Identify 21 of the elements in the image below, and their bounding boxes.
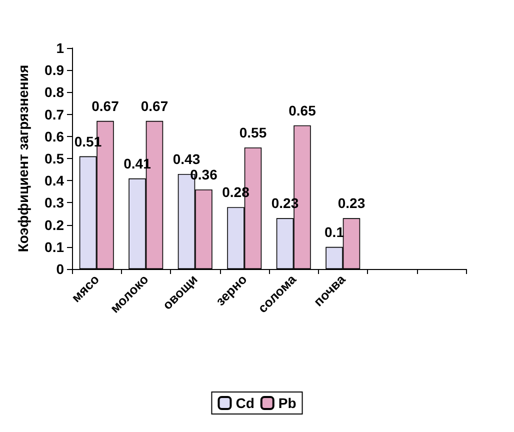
y-tick-label: 0: [56, 261, 64, 277]
data-label: 0.43: [172, 150, 200, 167]
data-label: 0.67: [92, 98, 120, 114]
legend-label: Pb: [278, 395, 296, 411]
y-tick-label: 0.3: [44, 194, 64, 211]
data-label: 0.23: [338, 195, 366, 212]
y-tick-label: 0.1: [44, 238, 64, 255]
y-tick-label: 0.9: [44, 62, 64, 78]
data-label: 0.36: [190, 166, 218, 182]
y-tick-label: 0.6: [44, 128, 64, 144]
y-tick-label: 1: [56, 40, 64, 56]
y-tick-label: 0.5: [44, 150, 64, 166]
y-tick-label: 0.2: [44, 216, 64, 233]
y-tick-label: 0.7: [44, 106, 64, 122]
data-label: 0.67: [140, 98, 168, 114]
y-tick-label: 0.8: [44, 84, 64, 100]
legend-label: Cd: [236, 395, 254, 411]
y-tick-label: 0.4: [44, 172, 64, 189]
y-axis-title: Коэффициент загрязнения: [15, 64, 31, 252]
data-label: 0.65: [288, 102, 316, 118]
data-label: 0.55: [239, 124, 267, 140]
